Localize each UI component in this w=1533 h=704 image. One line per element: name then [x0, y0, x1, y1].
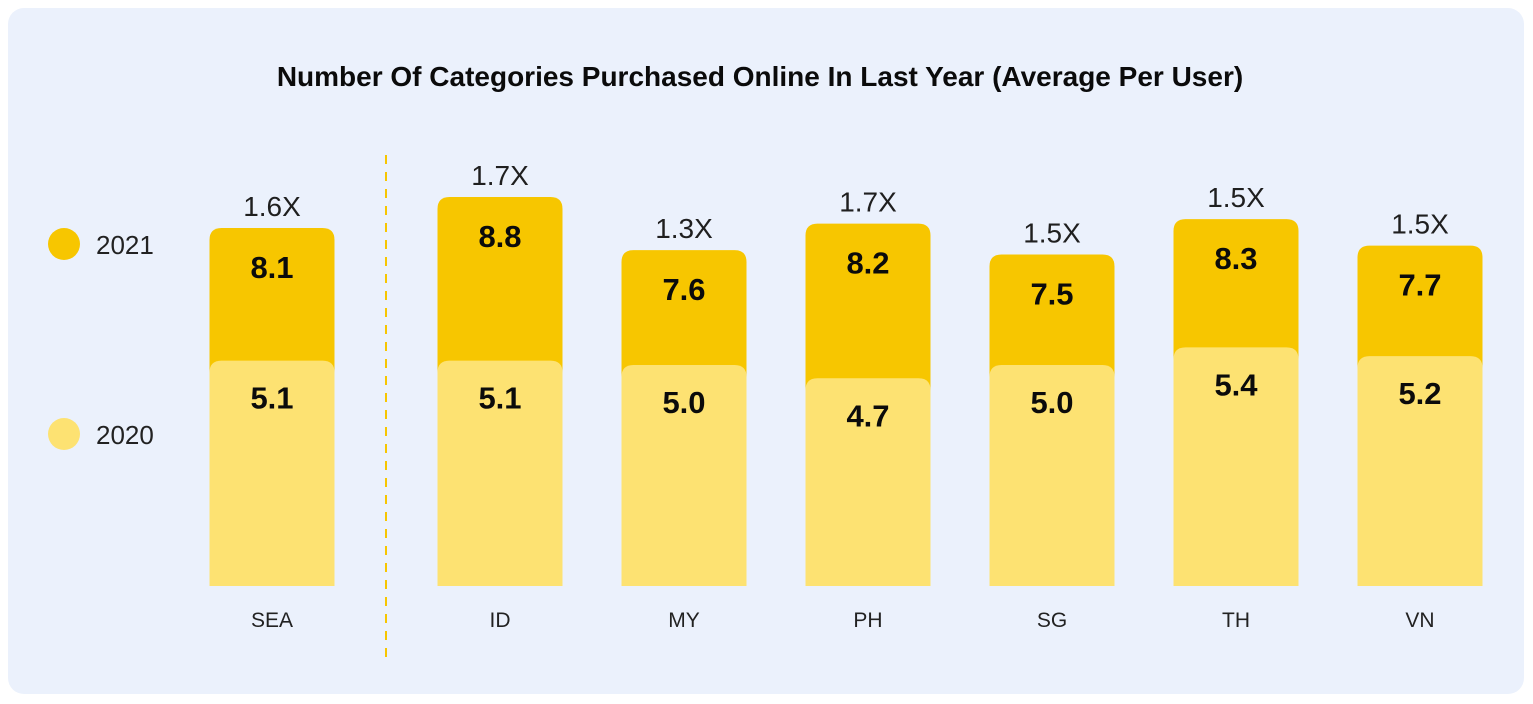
bar-2020-my: [621, 365, 747, 586]
legend: 2021 2020: [48, 228, 154, 450]
chart-title: Number Of Categories Purchased Online In…: [277, 61, 1243, 92]
category-label-vn: VN: [1405, 609, 1434, 632]
legend-swatch-2021: [48, 228, 80, 260]
category-label-my: MY: [668, 609, 700, 632]
legend-label-2021: 2021: [96, 230, 154, 260]
value-label-2021-ph: 8.2: [846, 246, 889, 281]
value-label-2020-my: 5.0: [662, 385, 705, 420]
bars-group: 8.1 5.1 1.6X SEA 8.8 5.1 1.7X ID 7.6 5.0 1.3X MY 8.2…: [209, 160, 1483, 632]
value-label-2021-vn: 7.7: [1398, 268, 1441, 303]
value-label-2021-sea: 8.1: [250, 250, 293, 285]
category-label-th: TH: [1222, 609, 1250, 632]
bar-2020-sea: [209, 360, 335, 586]
legend-swatch-2020: [48, 418, 80, 450]
value-label-2020-sg: 5.0: [1030, 385, 1073, 420]
multiplier-label-vn: 1.5X: [1391, 209, 1449, 240]
legend-label-2020: 2020: [96, 420, 154, 450]
multiplier-label-sea: 1.6X: [243, 191, 301, 222]
value-label-2021-my: 7.6: [662, 272, 705, 307]
bar-2020-vn: [1357, 356, 1483, 586]
value-label-2020-th: 5.4: [1214, 367, 1258, 402]
category-label-sg: SG: [1037, 609, 1067, 632]
bar-2020-id: [437, 360, 563, 586]
value-label-2020-ph: 4.7: [846, 398, 889, 433]
value-label-2020-vn: 5.2: [1398, 376, 1441, 411]
multiplier-label-id: 1.7X: [471, 160, 529, 191]
value-label-2021-id: 8.8: [478, 219, 521, 254]
multiplier-label-th: 1.5X: [1207, 182, 1265, 213]
category-label-ph: PH: [853, 609, 882, 632]
category-label-id: ID: [490, 609, 511, 632]
value-label-2020-sea: 5.1: [250, 381, 293, 416]
multiplier-label-ph: 1.7X: [839, 187, 897, 218]
value-label-2021-sg: 7.5: [1030, 277, 1073, 312]
multiplier-label-sg: 1.5X: [1023, 218, 1081, 249]
value-label-2020-id: 5.1: [478, 381, 521, 416]
bar-2020-th: [1173, 347, 1299, 586]
multiplier-label-my: 1.3X: [655, 213, 713, 244]
bar-2020-sg: [989, 365, 1115, 586]
bar-2020-ph: [805, 378, 931, 586]
value-label-2021-th: 8.3: [1214, 241, 1257, 276]
category-label-sea: SEA: [251, 609, 293, 632]
